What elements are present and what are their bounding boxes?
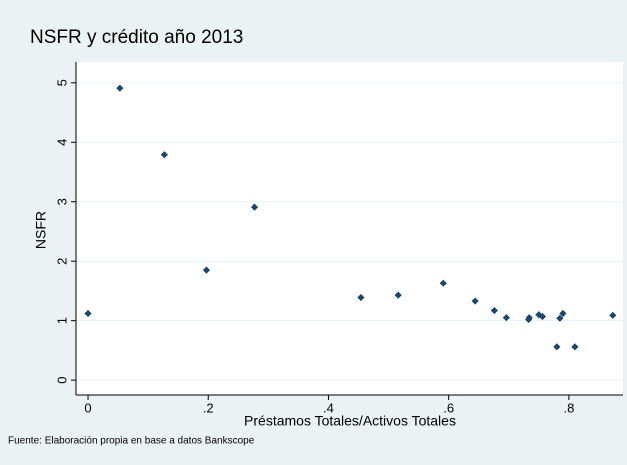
scatter-point: [538, 312, 547, 321]
y-tick-label: 0: [54, 377, 69, 384]
y-tick-label: 4: [54, 139, 69, 146]
scatter-point: [502, 314, 510, 322]
scatter-point: [357, 293, 365, 302]
scatter-point: [490, 306, 498, 315]
y-tick-label: 5: [54, 79, 69, 86]
scatter-point: [250, 203, 259, 211]
x-tick-label: .6: [443, 400, 454, 415]
scatter-point: [535, 311, 543, 319]
y-axis-label: NSFR: [33, 211, 49, 249]
x-axis-label: Préstamos Totales/Activos Totales: [244, 413, 456, 429]
scatter-point: [553, 343, 561, 351]
y-tick-label: 2: [54, 258, 69, 265]
source-note: Fuente: Elaboración propia en base a dat…: [8, 436, 255, 447]
scatter-point: [394, 291, 402, 299]
x-tick-label: .8: [563, 400, 574, 415]
plot-area: [76, 62, 623, 395]
scatter-point: [559, 309, 567, 318]
scatter-point: [556, 314, 564, 322]
scatter-point: [116, 84, 124, 92]
y-tick-label: 3: [54, 198, 69, 205]
scatter-point: [609, 311, 617, 319]
x-tick-label: .2: [203, 400, 214, 415]
scatter-point: [439, 279, 447, 287]
scatter-point: [525, 314, 533, 322]
y-tick-label: 1: [54, 317, 69, 324]
x-tick-label: 0: [84, 400, 91, 415]
scatter-point: [84, 309, 92, 318]
chart-title: NSFR y crédito año 2013: [30, 27, 243, 48]
x-tick-label: .4: [323, 400, 334, 415]
scatter-point: [571, 343, 579, 351]
scatter-point: [202, 266, 211, 274]
scatter-point: [160, 151, 168, 159]
scatter-point: [471, 297, 479, 305]
